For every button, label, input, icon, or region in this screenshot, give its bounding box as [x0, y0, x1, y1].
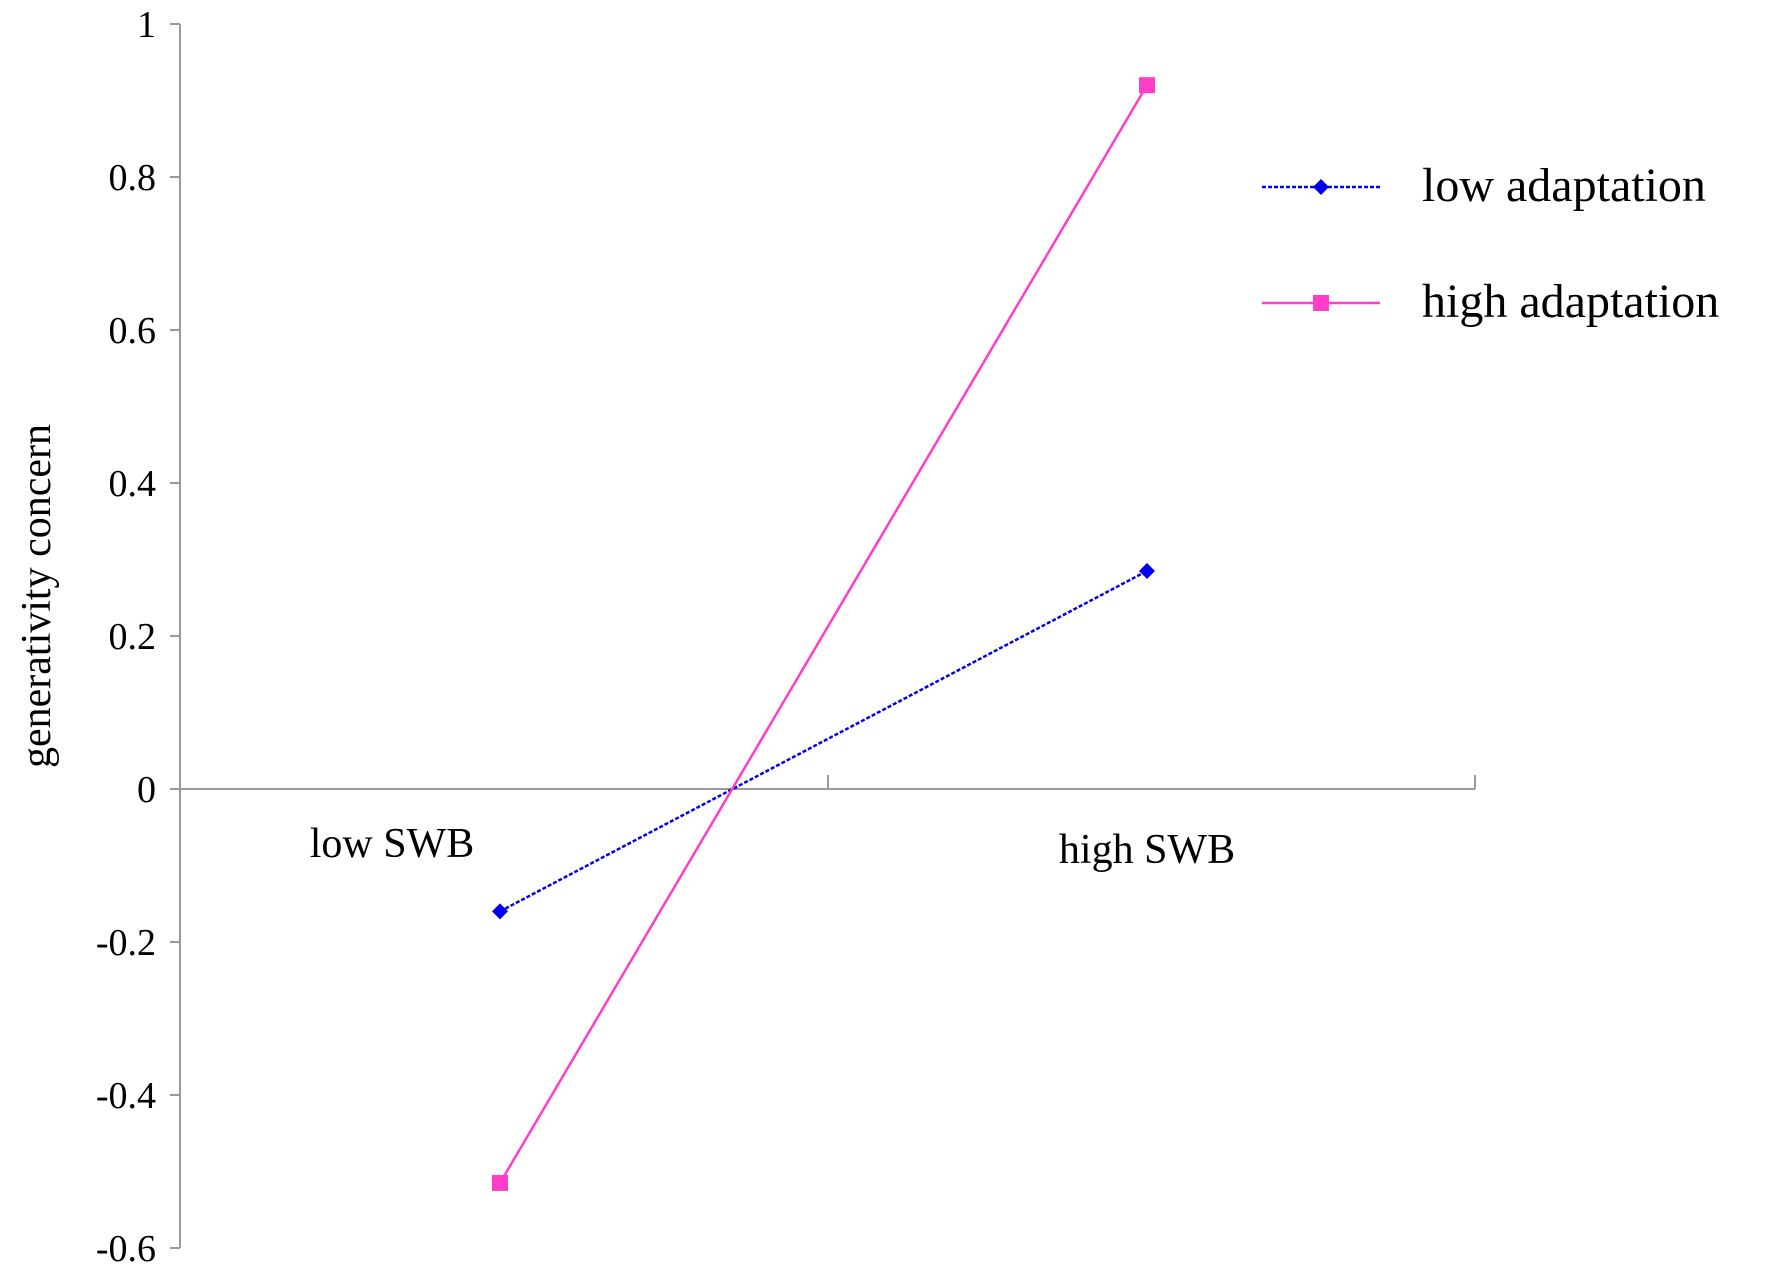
y-tick-label: 0.4	[109, 463, 157, 505]
legend-item-low-adaptation: low adaptation	[1262, 159, 1706, 212]
series-line-low-adaptation	[499, 569, 1148, 913]
y-tick-label: 0.2	[109, 616, 157, 658]
x-category-label-high: high SWB	[1059, 827, 1235, 873]
series-line-high-adaptation	[498, 84, 1149, 1184]
y-ticks: 1 0.8 0.6 0.4 0.2 0 -0.2 -0.4 -0.6	[96, 4, 180, 1270]
data-point-low-adaptation-1	[1139, 562, 1155, 579]
y-tick-label: -0.2	[96, 922, 156, 964]
legend-marker-high-adaptation	[1313, 295, 1329, 311]
x-axis	[180, 775, 1476, 790]
x-ticks	[827, 775, 1476, 789]
y-tick-label: -0.6	[96, 1228, 156, 1270]
y-tick-label: 0	[137, 769, 156, 811]
legend: low adaptation high adaptation	[1262, 159, 1719, 328]
data-point-high-adaptation-1	[1139, 77, 1155, 94]
y-tick-label: -0.4	[96, 1075, 156, 1117]
legend-item-high-adaptation: high adaptation	[1262, 275, 1719, 328]
y-tick-label: 0.6	[109, 310, 157, 352]
data-point-low-adaptation-0	[492, 903, 508, 920]
legend-label-high-adaptation: high adaptation	[1422, 275, 1719, 328]
legend-label-low-adaptation: low adaptation	[1422, 159, 1706, 212]
y-axis-title: generativity concern	[14, 424, 60, 768]
series-layer	[492, 77, 1155, 1191]
y-tick-label: 1	[137, 4, 156, 46]
x-category-label-low: low SWB	[310, 821, 475, 867]
y-axis: 1 0.8 0.6 0.4 0.2 0 -0.2 -0.4 -0.6	[96, 4, 181, 1270]
y-tick-label: 0.8	[109, 157, 157, 199]
data-point-high-adaptation-0	[492, 1174, 508, 1191]
legend-marker-low-adaptation	[1313, 179, 1329, 195]
